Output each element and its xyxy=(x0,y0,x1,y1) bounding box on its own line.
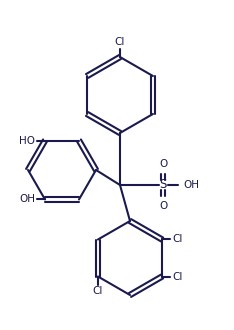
Text: O: O xyxy=(159,201,167,211)
Text: OH: OH xyxy=(183,180,199,190)
Text: S: S xyxy=(159,179,167,191)
Text: Cl: Cl xyxy=(93,286,103,296)
Text: OH: OH xyxy=(19,194,35,205)
Text: Cl: Cl xyxy=(172,235,183,245)
Text: Cl: Cl xyxy=(172,272,183,281)
Text: O: O xyxy=(159,159,167,169)
Text: HO: HO xyxy=(19,136,35,146)
Text: Cl: Cl xyxy=(115,37,125,47)
